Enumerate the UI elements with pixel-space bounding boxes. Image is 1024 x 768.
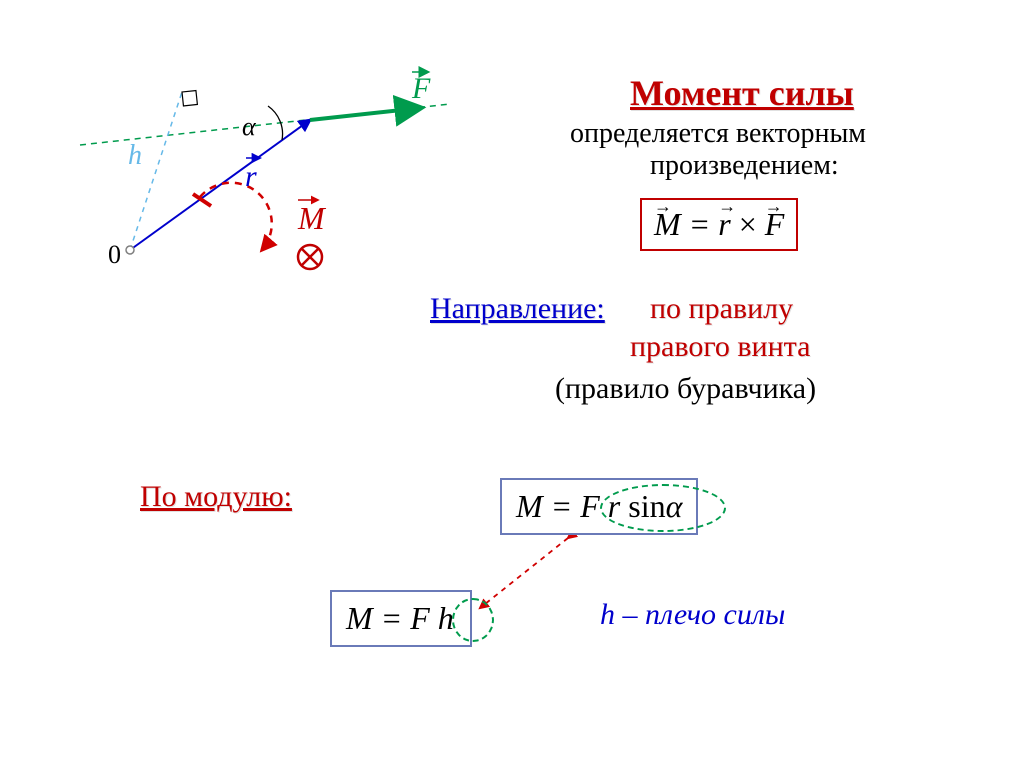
modulus-heading: По модулю: — [140, 480, 292, 514]
formula-fh-box: M = F h — [330, 590, 472, 647]
fh-eq: = — [373, 600, 411, 636]
subtitle-line1: определяется векторным — [570, 118, 866, 150]
mod-M: M — [516, 488, 543, 524]
shoulder-h: h — [600, 598, 615, 631]
force-vector — [310, 108, 420, 120]
h-label: h — [128, 140, 142, 172]
r-vector-label: r — [245, 160, 257, 194]
direction-rule-line1: по правилу — [650, 292, 793, 326]
direction-heading: Направление: — [430, 292, 605, 326]
shoulder-text: – плечо силы — [615, 598, 785, 631]
fh-M: M — [346, 600, 373, 636]
subtitle-line2: произведением: — [650, 150, 839, 182]
formula-moment-box: M → = r → × F → — [640, 198, 798, 251]
ellipse-rsina — [600, 484, 726, 532]
right-angle-marker — [182, 91, 197, 106]
ellipse-h — [452, 598, 494, 642]
direction-rule-line3: (правило буравчика) — [555, 372, 816, 406]
sym-eq: = — [681, 206, 719, 242]
physics-diagram — [0, 0, 1024, 768]
moment-label: M — [298, 200, 325, 237]
mod-F: F — [580, 488, 600, 524]
alpha-label: α — [242, 112, 256, 142]
origin-label: 0 — [108, 240, 121, 270]
force-vector-label: F — [412, 72, 430, 106]
shoulder-force-label: h – плечо силы — [600, 598, 785, 632]
origin-point — [126, 246, 134, 254]
fh-F: F — [410, 600, 430, 636]
mod-eq: = — [543, 488, 581, 524]
connector-arrow — [480, 538, 568, 608]
page-title: Момент силы — [630, 72, 854, 114]
direction-rule-line2: правого винта — [630, 330, 810, 364]
r-vector — [130, 120, 310, 250]
alpha-angle-arc — [268, 106, 283, 140]
